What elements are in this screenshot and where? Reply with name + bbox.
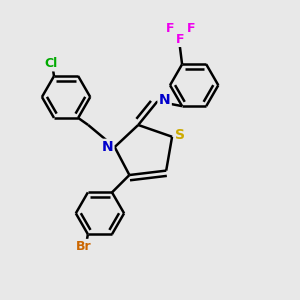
Text: N: N: [159, 93, 170, 107]
Text: N: N: [102, 140, 113, 154]
Text: S: S: [175, 128, 185, 142]
Text: F: F: [187, 22, 195, 35]
Text: Cl: Cl: [44, 57, 58, 70]
Text: F: F: [176, 33, 185, 46]
Text: F: F: [166, 22, 175, 35]
Text: Br: Br: [76, 240, 91, 253]
